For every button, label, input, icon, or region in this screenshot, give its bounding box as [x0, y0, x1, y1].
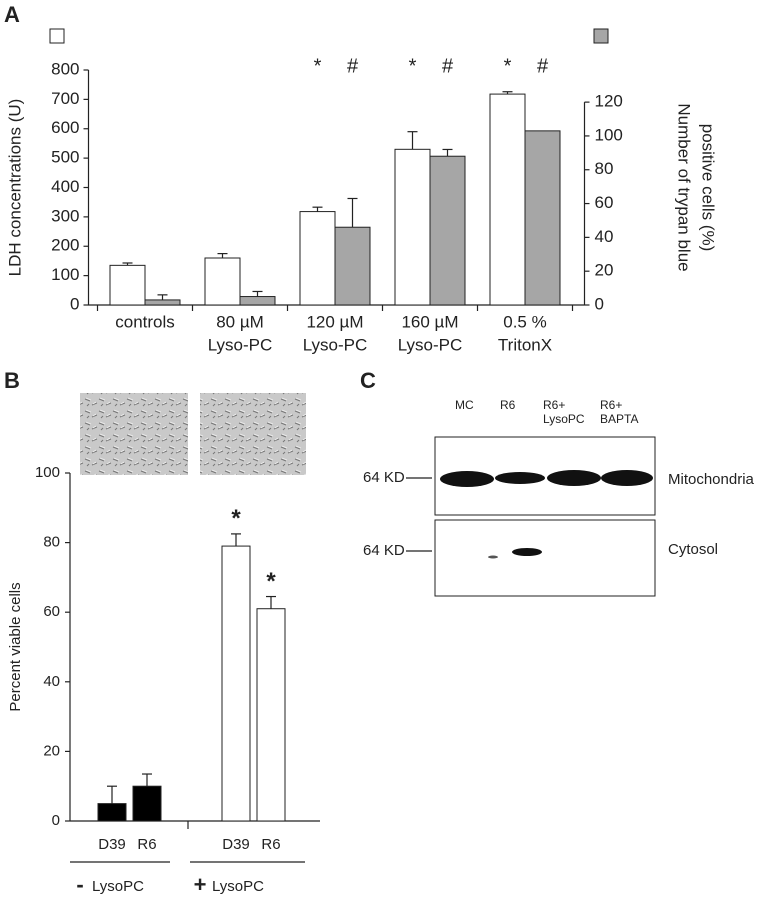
y2-axis-label: Number of trypan blue: [675, 103, 694, 271]
bar: [524, 130, 561, 306]
bar: [394, 148, 431, 306]
micrograph: [200, 393, 306, 475]
significance-mark: #: [537, 55, 549, 77]
bar: [144, 299, 181, 306]
y-tick-label: 20: [43, 742, 60, 759]
x-tick-label: R6: [261, 836, 280, 853]
bar: [256, 608, 286, 822]
x-tick-label: R6: [137, 836, 156, 853]
lane-label: R6: [500, 398, 516, 412]
y-tick-label: 0: [70, 294, 79, 313]
x-tick-label: Lyso-PC: [398, 335, 463, 354]
y2-tick-label: 0: [595, 294, 604, 313]
lane-label: LysoPC: [543, 412, 585, 426]
significance-mark: *: [266, 568, 276, 595]
row-label: Cytosol: [668, 541, 718, 558]
y2-tick-label: 60: [595, 193, 614, 212]
bar: [204, 257, 241, 306]
panel-label: A: [4, 2, 20, 27]
bar: [109, 264, 146, 306]
y-axis-label: Percent viable cells: [7, 582, 24, 711]
lane-label: BAPTA: [600, 412, 638, 426]
size-marker: 64 KD: [363, 542, 405, 559]
bar: [97, 803, 127, 822]
y-tick-label: 0: [52, 812, 60, 829]
blot-box: [434, 519, 656, 597]
y-tick-label: 400: [51, 177, 79, 196]
y-axis-label: LDH concentrations (U): [5, 99, 24, 277]
bar: [221, 545, 251, 822]
y-tick-label: 40: [43, 673, 60, 690]
y2-tick-label: 40: [595, 227, 614, 246]
significance-mark: *: [409, 55, 417, 77]
group-sign: +: [194, 872, 207, 897]
group-label: LysoPC: [212, 878, 264, 895]
x-tick-label: 120 µM: [306, 312, 363, 331]
y-tick-label: 60: [43, 603, 60, 620]
x-tick-label: TritonX: [498, 335, 552, 354]
row-label: Mitochondria: [668, 471, 755, 488]
y-tick-label: 300: [51, 206, 79, 225]
x-tick-label: D39: [222, 836, 250, 853]
significance-mark: #: [347, 55, 359, 77]
lane-label: R6+: [543, 398, 565, 412]
y2-tick-label: 20: [595, 261, 614, 280]
legend-swatch: [593, 28, 609, 44]
lane-label: MC: [455, 398, 474, 412]
significance-mark: *: [231, 505, 241, 532]
size-marker: 64 KD: [363, 469, 405, 486]
bar: [299, 211, 336, 306]
group-sign: -: [76, 872, 83, 897]
panel-label: C: [360, 368, 376, 393]
x-tick-label: Lyso-PC: [303, 335, 368, 354]
bar: [132, 785, 162, 822]
y-tick-label: 500: [51, 148, 79, 167]
x-tick-label: controls: [115, 312, 175, 331]
y-tick-label: 100: [51, 265, 79, 284]
lane-label: R6+: [600, 398, 622, 412]
bar: [429, 155, 466, 306]
y-tick-label: 800: [51, 59, 79, 78]
y2-axis-label: positive cells (%): [699, 124, 718, 252]
x-tick-label: Lyso-PC: [208, 335, 273, 354]
significance-mark: *: [504, 55, 512, 77]
y-tick-label: 600: [51, 118, 79, 137]
bar: [489, 93, 526, 306]
y2-tick-label: 100: [595, 125, 623, 144]
y-tick-label: 700: [51, 89, 79, 108]
bar: [239, 296, 276, 306]
y-tick-label: 100: [35, 464, 60, 481]
panel-label: B: [4, 368, 20, 393]
bar: [334, 226, 371, 306]
blot-bands: [440, 470, 653, 559]
significance-mark: #: [442, 55, 454, 77]
legend-swatch: [49, 28, 65, 44]
x-tick-label: 160 µM: [401, 312, 458, 331]
y2-tick-label: 120: [595, 92, 623, 111]
y2-tick-label: 80: [595, 159, 614, 178]
x-tick-label: 0.5 %: [503, 312, 546, 331]
x-tick-label: 80 µM: [216, 312, 264, 331]
y-tick-label: 200: [51, 236, 79, 255]
x-tick-label: D39: [98, 836, 126, 853]
group-label: LysoPC: [92, 878, 144, 895]
micrograph: [80, 393, 188, 475]
significance-mark: *: [314, 55, 322, 77]
y-tick-label: 80: [43, 534, 60, 551]
